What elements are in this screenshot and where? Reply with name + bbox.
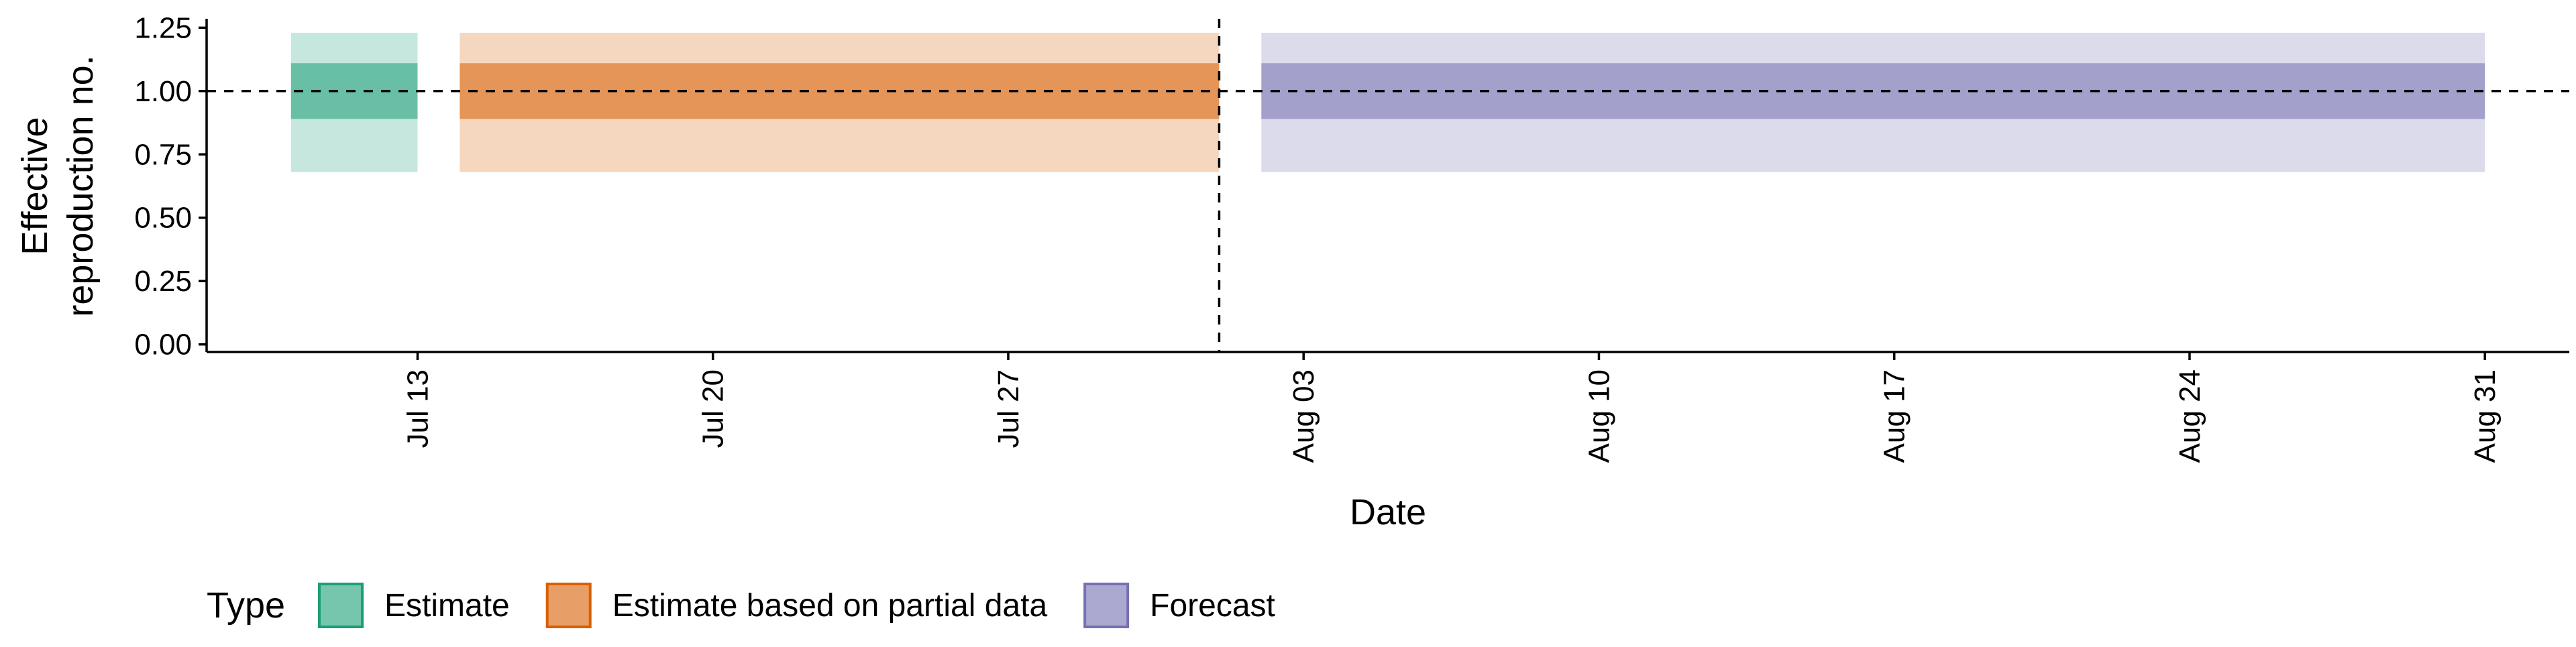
- legend-label-1: Estimate based on partial data: [612, 588, 1048, 624]
- y-tick-label-0: 0.00: [134, 329, 192, 361]
- legend-key-1: [545, 583, 592, 628]
- y-tick-label-2: 0.50: [134, 202, 192, 235]
- x-tick-label-0: Jul 13: [401, 369, 434, 448]
- x-tick-label-1: Jul 20: [697, 369, 730, 448]
- x-tick-label-4: Aug 10: [1582, 369, 1615, 463]
- x-tick-label-7: Aug 31: [2469, 369, 2502, 463]
- y-tick-label-1: 0.25: [134, 265, 192, 298]
- x-tick-label-6: Aug 24: [2174, 369, 2206, 463]
- legend-title: Type: [207, 585, 285, 626]
- x-axis-title: Date: [1350, 492, 1426, 532]
- legend-key-2: [1083, 583, 1130, 628]
- y-tick-label-3: 0.75: [134, 138, 192, 171]
- x-tick-label-5: Aug 17: [1878, 369, 1911, 463]
- bands-layer: [290, 32, 2485, 172]
- y-axis-title-line-0: Effective: [15, 117, 55, 255]
- x-tick-label-2: Jul 27: [992, 369, 1025, 448]
- axes-layer: 0.00 0.25 0.50 0.75 1.00 1.25 Jul 13 Jul 20 Jul …: [15, 11, 2569, 532]
- legend: Type Estimate Estimate based on partial da…: [207, 583, 1275, 628]
- reference-lines-layer: [207, 19, 2569, 352]
- x-tick-label-3: Aug 03: [1287, 369, 1320, 463]
- y-tick-label-4: 1.00: [134, 75, 192, 108]
- y-tick-label-5: 1.25: [134, 11, 192, 44]
- y-axis-title-line-1: reproduction no.: [60, 55, 101, 316]
- legend-label-2: Forecast: [1150, 588, 1275, 624]
- y-axis-title: Effective reproduction no.: [15, 55, 101, 316]
- legend-key-0: [318, 583, 364, 628]
- legend-label-0: Estimate: [384, 588, 510, 624]
